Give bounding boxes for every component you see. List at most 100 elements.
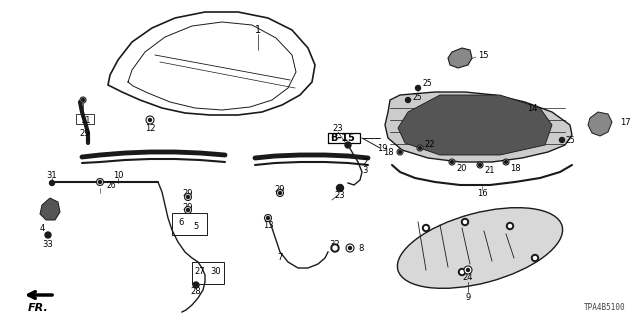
Circle shape xyxy=(331,244,339,252)
Text: 7: 7 xyxy=(277,253,283,262)
Text: 31: 31 xyxy=(47,171,58,180)
Circle shape xyxy=(45,232,51,238)
Bar xyxy=(328,133,360,143)
Text: 6: 6 xyxy=(179,218,184,227)
Polygon shape xyxy=(448,48,472,68)
Text: 2: 2 xyxy=(362,157,367,166)
Bar xyxy=(192,262,224,284)
Circle shape xyxy=(399,150,401,154)
Circle shape xyxy=(467,268,470,271)
Text: 26: 26 xyxy=(106,180,116,189)
Circle shape xyxy=(184,206,191,213)
Text: 18: 18 xyxy=(383,148,394,156)
Text: 29: 29 xyxy=(80,129,90,138)
Text: 8: 8 xyxy=(358,244,364,252)
Text: 15: 15 xyxy=(478,51,488,60)
Text: 29: 29 xyxy=(183,188,193,197)
Polygon shape xyxy=(398,95,552,155)
Text: TPA4B5100: TPA4B5100 xyxy=(584,303,625,312)
Circle shape xyxy=(504,161,508,164)
Polygon shape xyxy=(385,92,572,162)
Text: 23: 23 xyxy=(335,190,346,199)
Circle shape xyxy=(534,257,536,260)
Text: 29: 29 xyxy=(275,185,285,194)
Circle shape xyxy=(479,164,481,166)
Text: 16: 16 xyxy=(477,188,487,197)
Circle shape xyxy=(146,116,154,124)
Circle shape xyxy=(503,159,509,165)
Circle shape xyxy=(451,161,454,164)
Circle shape xyxy=(422,225,429,231)
Circle shape xyxy=(49,180,54,186)
Text: 11: 11 xyxy=(80,116,90,124)
Circle shape xyxy=(509,225,511,228)
Bar xyxy=(76,114,94,124)
Text: 1: 1 xyxy=(255,25,261,35)
Circle shape xyxy=(97,179,104,186)
Circle shape xyxy=(531,254,538,261)
Circle shape xyxy=(349,246,351,250)
Text: 32: 32 xyxy=(330,239,340,249)
Text: 10: 10 xyxy=(113,171,124,180)
Circle shape xyxy=(449,159,455,165)
Text: 18: 18 xyxy=(510,164,520,172)
Polygon shape xyxy=(588,112,612,136)
Text: 3: 3 xyxy=(362,165,367,174)
Circle shape xyxy=(186,196,189,198)
Text: 30: 30 xyxy=(211,267,221,276)
Circle shape xyxy=(506,222,513,229)
Text: 22: 22 xyxy=(424,140,435,148)
Circle shape xyxy=(397,149,403,155)
Circle shape xyxy=(184,194,191,201)
Text: 5: 5 xyxy=(193,221,198,230)
Circle shape xyxy=(278,191,282,195)
Text: 25: 25 xyxy=(422,78,431,87)
Text: 23: 23 xyxy=(333,124,343,132)
Circle shape xyxy=(264,214,271,221)
Circle shape xyxy=(333,246,337,250)
Polygon shape xyxy=(108,12,315,115)
Circle shape xyxy=(99,180,102,183)
Circle shape xyxy=(406,98,410,102)
Polygon shape xyxy=(40,198,60,220)
Circle shape xyxy=(81,99,84,101)
Circle shape xyxy=(463,220,467,223)
Text: 25: 25 xyxy=(412,92,422,101)
Text: 19: 19 xyxy=(378,143,388,153)
Text: 4: 4 xyxy=(40,223,45,233)
Text: B-15: B-15 xyxy=(330,133,355,143)
Text: 28: 28 xyxy=(191,287,202,297)
Circle shape xyxy=(148,118,152,122)
Circle shape xyxy=(186,209,189,212)
Circle shape xyxy=(346,244,354,252)
Text: 25: 25 xyxy=(566,135,575,145)
Circle shape xyxy=(417,145,423,151)
Circle shape xyxy=(559,138,564,142)
Ellipse shape xyxy=(397,208,563,288)
Circle shape xyxy=(458,268,465,276)
Text: 24: 24 xyxy=(463,274,473,283)
Circle shape xyxy=(461,219,468,226)
Text: FR.: FR. xyxy=(28,303,49,313)
Circle shape xyxy=(461,270,463,274)
Text: 27: 27 xyxy=(195,267,205,276)
Text: 33: 33 xyxy=(43,239,53,249)
Circle shape xyxy=(477,162,483,168)
Text: 14: 14 xyxy=(527,103,537,113)
Bar xyxy=(172,213,207,235)
Text: 29: 29 xyxy=(183,203,193,212)
Circle shape xyxy=(415,85,420,91)
Circle shape xyxy=(345,142,351,148)
Circle shape xyxy=(266,217,269,220)
Text: 12: 12 xyxy=(145,124,156,132)
Text: 17: 17 xyxy=(620,117,630,126)
Circle shape xyxy=(276,189,284,196)
Circle shape xyxy=(464,266,472,274)
Text: 21: 21 xyxy=(484,165,495,174)
Text: 9: 9 xyxy=(465,293,470,302)
Text: 13: 13 xyxy=(262,220,273,229)
Circle shape xyxy=(337,185,344,191)
Circle shape xyxy=(80,97,86,103)
Circle shape xyxy=(424,227,428,229)
Circle shape xyxy=(419,147,422,149)
